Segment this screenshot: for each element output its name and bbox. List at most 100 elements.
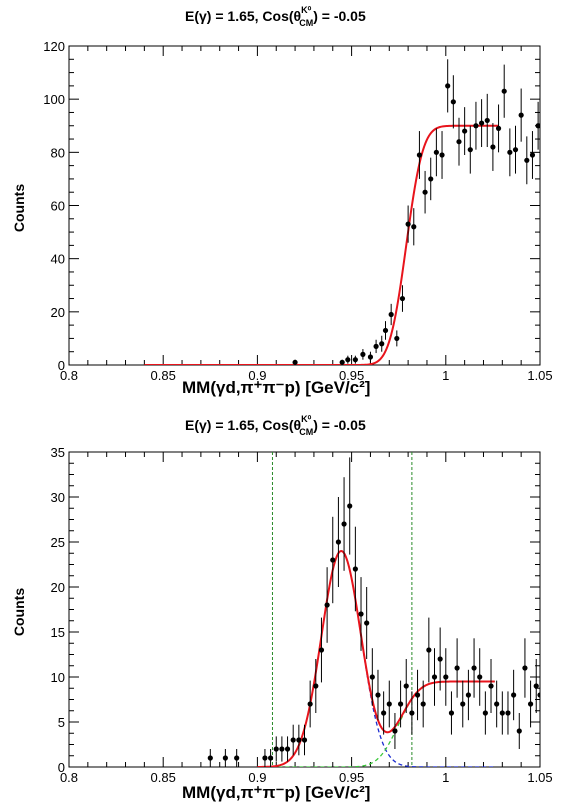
data-point xyxy=(352,566,358,572)
data-point xyxy=(207,755,213,761)
panel2-ylabel: Counts xyxy=(11,588,27,636)
x-tick-label: 0.95 xyxy=(339,770,364,785)
data-point xyxy=(352,357,358,363)
data-point xyxy=(529,152,536,158)
x-tick-label: 0.8 xyxy=(60,770,78,785)
panel1-title: E(γ) = 1.65, Cos(θK⁰ CM) = -0.05 xyxy=(185,5,366,28)
data-point xyxy=(273,746,279,752)
data-point xyxy=(522,665,528,671)
y-tick-label: 0 xyxy=(58,760,65,775)
data-point xyxy=(465,692,472,698)
data-point xyxy=(448,710,455,716)
data-point xyxy=(537,692,540,698)
data-point xyxy=(501,88,507,94)
data-point xyxy=(367,354,374,360)
data-point xyxy=(454,665,460,671)
panel2-title: E(γ) = 1.65, Cos(θK⁰ CM) = -0.05 xyxy=(185,414,366,437)
x-tick-label: 0.85 xyxy=(151,770,176,785)
data-point xyxy=(386,701,392,707)
panel2-plot: 0.8 0.85 0.9 0.95 1 1.05 0 5 10 15 20 25 30 35 xyxy=(51,445,553,785)
plot-area xyxy=(144,59,540,365)
data-point xyxy=(426,647,432,653)
data-point xyxy=(222,755,228,761)
y-tick-label: 15 xyxy=(51,625,65,640)
data-point xyxy=(507,149,513,155)
y-tick-label: 5 xyxy=(58,715,65,730)
x-tick-label: 0.95 xyxy=(339,368,364,383)
data-point xyxy=(494,701,500,707)
data-point xyxy=(284,746,291,752)
data-point xyxy=(414,692,421,698)
y-tick-label: 10 xyxy=(51,670,65,685)
data-point xyxy=(373,343,379,349)
data-point xyxy=(450,99,456,105)
y-tick-label: 100 xyxy=(43,92,65,107)
data-point xyxy=(505,710,511,716)
data-point xyxy=(443,674,449,680)
data-point xyxy=(482,710,488,716)
panel1-ylabel: Counts xyxy=(11,184,27,232)
data-point xyxy=(477,674,483,680)
data-point xyxy=(431,674,438,680)
data-point xyxy=(296,737,302,743)
x-tick-label: 1.05 xyxy=(527,770,552,785)
data-point xyxy=(399,295,406,302)
data-point xyxy=(234,755,240,761)
data-point xyxy=(345,357,351,363)
y-tick-label: 40 xyxy=(51,252,65,267)
data-point xyxy=(428,176,434,182)
data-point xyxy=(360,351,366,357)
data-point xyxy=(478,120,485,126)
data-point xyxy=(394,335,400,342)
data-point xyxy=(347,503,353,509)
y-tick-label: 20 xyxy=(51,580,65,595)
data-point xyxy=(490,144,496,150)
data-point xyxy=(433,149,439,155)
data-point xyxy=(533,683,539,689)
x-tick-label: 0.85 xyxy=(151,368,176,383)
data-point xyxy=(488,683,494,689)
data-point xyxy=(381,710,387,716)
x-tick-label: 0.9 xyxy=(248,368,266,383)
data-point xyxy=(409,710,415,716)
data-point xyxy=(388,311,394,318)
x-tick-label: 1.05 xyxy=(527,368,552,383)
data-point xyxy=(369,674,375,680)
data-point xyxy=(307,701,313,707)
data-point xyxy=(512,147,519,153)
data-point xyxy=(439,152,445,158)
data-point xyxy=(473,123,479,129)
data-point xyxy=(456,139,462,145)
y-tick-label: 120 xyxy=(43,39,65,54)
data-point xyxy=(364,620,370,626)
data-point xyxy=(403,683,409,689)
data-point xyxy=(405,221,411,227)
data-point xyxy=(411,224,417,230)
data-point xyxy=(516,728,522,734)
data-point xyxy=(301,737,308,743)
panel2-xlabel: MM(γd,π⁺π⁻p) [GeV/c²] xyxy=(182,783,370,802)
data-point xyxy=(339,359,345,365)
data-point xyxy=(335,539,342,545)
y-tick-label: 30 xyxy=(51,490,65,505)
fit-curve-total xyxy=(257,549,495,767)
y-tick-label: 35 xyxy=(51,445,65,460)
data-point xyxy=(262,755,268,761)
data-point xyxy=(484,117,490,124)
y-tick-label: 20 xyxy=(51,305,65,320)
data-point xyxy=(416,152,423,158)
data-point xyxy=(341,521,347,527)
x-tick-label: 0.9 xyxy=(248,770,266,785)
data-point xyxy=(460,701,466,707)
data-point xyxy=(318,647,325,653)
data-point xyxy=(358,611,364,617)
x-tick-label: 1 xyxy=(442,368,449,383)
data-point xyxy=(437,656,443,662)
data-point xyxy=(279,746,285,752)
data-point xyxy=(527,701,534,707)
panel1-xlabel: MM(γd,π⁺π⁻p) [GeV/c²] xyxy=(182,378,370,397)
data-point xyxy=(379,341,385,347)
data-point xyxy=(499,710,505,716)
data-point xyxy=(267,755,274,761)
data-point xyxy=(392,728,398,734)
